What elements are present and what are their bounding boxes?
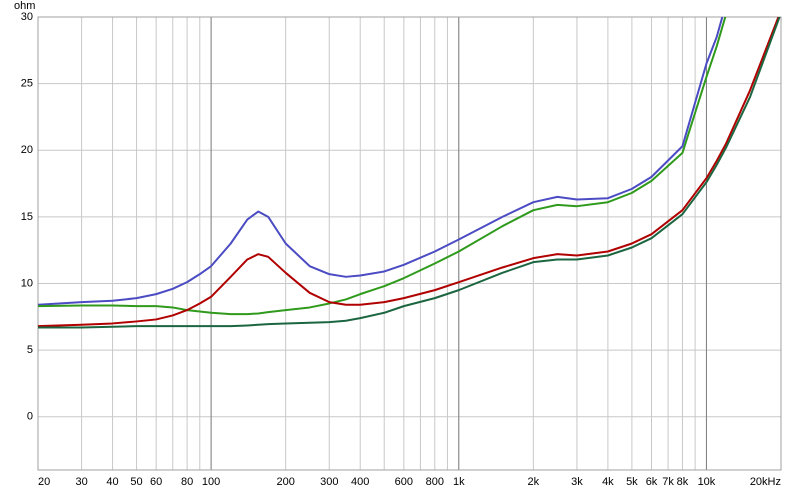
x-tick-label: 400 bbox=[351, 476, 369, 488]
x-tick-label: 800 bbox=[426, 476, 444, 488]
y-axis-label: ohm bbox=[14, 0, 35, 12]
curves bbox=[38, 17, 781, 329]
x-tick-label: 7k bbox=[662, 476, 674, 488]
x-tick-label: 8k bbox=[677, 476, 689, 488]
x-tick-label: 300 bbox=[320, 476, 338, 488]
x-tick-label: 20kHz bbox=[750, 476, 781, 488]
curve bbox=[38, 17, 727, 316]
y-tick-label: 20 bbox=[21, 144, 33, 156]
x-tick-label: 50 bbox=[130, 476, 142, 488]
curve bbox=[38, 17, 780, 328]
y-tick-label: 15 bbox=[21, 211, 33, 223]
x-tick-label: 10k bbox=[698, 476, 716, 488]
x-tick-label: 80 bbox=[181, 476, 193, 488]
x-tick-label: 1k bbox=[453, 476, 465, 488]
x-tick-label: 600 bbox=[395, 476, 413, 488]
plot-area bbox=[37, 16, 782, 471]
y-tick-label: 30 bbox=[21, 11, 33, 23]
y-tick-label: 10 bbox=[21, 277, 33, 289]
x-tick-label: 30 bbox=[75, 476, 87, 488]
x-tick-label: 100 bbox=[202, 476, 220, 488]
curve bbox=[38, 17, 724, 306]
plot-frame bbox=[37, 16, 782, 471]
x-tick-label: 5k bbox=[626, 476, 638, 488]
y-tick-label: 5 bbox=[27, 344, 33, 356]
curve bbox=[38, 17, 781, 329]
x-tick-label: 3k bbox=[571, 476, 583, 488]
x-tick-label: 200 bbox=[276, 476, 294, 488]
y-tick-label: 25 bbox=[21, 78, 33, 90]
x-tick-label: 20 bbox=[38, 476, 50, 488]
x-tick-label: 60 bbox=[150, 476, 162, 488]
x-tick-label: 6k bbox=[646, 476, 658, 488]
y-tick-label: 0 bbox=[27, 411, 33, 423]
x-tick-label: 40 bbox=[106, 476, 118, 488]
x-tick-label: 4k bbox=[602, 476, 614, 488]
x-tick-label: 2k bbox=[528, 476, 540, 488]
